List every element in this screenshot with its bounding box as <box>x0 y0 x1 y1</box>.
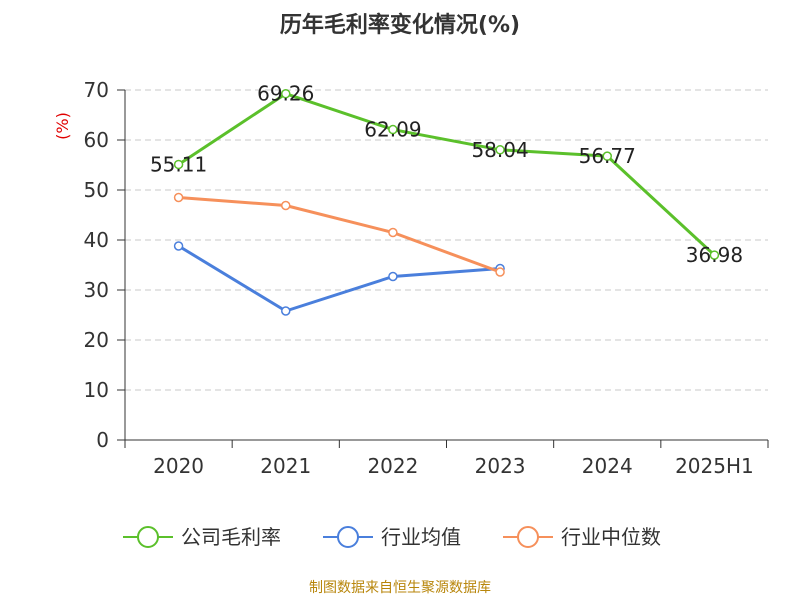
y-axis-label: (%) <box>53 112 72 140</box>
data-point <box>173 241 184 251</box>
legend: 公司毛利率 行业均值 行业中位数 <box>123 525 661 549</box>
data-label: 36.98 <box>686 243 743 267</box>
data-label: 62.09 <box>364 118 421 142</box>
legend-marker <box>137 526 159 548</box>
data-point <box>173 159 184 170</box>
y-tick-label: 40 <box>84 228 109 252</box>
data-label: 55.11 <box>150 152 207 176</box>
legend-item: 行业均值 <box>323 525 461 549</box>
data-labels: 55.11 69.26 62.09 58.04 56.77 36.98 <box>150 82 743 267</box>
x-tick-label: 2023 <box>475 454 526 478</box>
data-point <box>173 192 184 203</box>
legend-marker <box>337 526 359 548</box>
data-point <box>709 250 720 260</box>
y-tick-label: 50 <box>84 178 109 202</box>
axes: 0 10 20 30 40 50 60 70 2020 2021 2022 2023 2024 2025H… <box>84 78 769 478</box>
legend-item: 行业中位数 <box>503 525 661 549</box>
legend-marker <box>517 526 539 548</box>
legend-item: 公司毛利率 <box>123 525 281 549</box>
x-tick-label: 2024 <box>582 454 633 478</box>
x-tick-label: 2022 <box>367 454 418 478</box>
legend-label: 行业均值 <box>381 525 461 549</box>
grid-lines <box>125 89 768 391</box>
y-tick-label: 30 <box>84 278 109 302</box>
data-label: 58.04 <box>471 138 528 162</box>
source-note: 制图数据来自恒生聚源数据库 <box>309 580 491 596</box>
data-point <box>602 151 612 161</box>
data-point <box>495 145 505 155</box>
y-tick-label: 70 <box>84 78 109 102</box>
data-label: 56.77 <box>579 144 636 168</box>
data-point <box>281 88 291 99</box>
y-tick-label: 10 <box>84 378 109 402</box>
data-point <box>388 227 398 238</box>
chart-title: 历年毛利率变化情况(%) <box>280 12 520 38</box>
data-label: 69.26 <box>257 82 314 106</box>
series-line <box>177 244 501 313</box>
x-tick-label: 2021 <box>260 454 311 478</box>
data-point <box>495 267 505 277</box>
data-point <box>388 124 398 135</box>
x-tick-label: 2025H1 <box>675 454 754 478</box>
x-tick-label: 2020 <box>153 454 204 478</box>
data-point <box>281 200 291 211</box>
legend-label: 行业中位数 <box>561 525 661 549</box>
data-point <box>388 271 398 282</box>
series-line <box>178 196 501 274</box>
legend-label: 公司毛利率 <box>181 525 281 549</box>
series-lines <box>173 88 720 316</box>
y-tick-label: 60 <box>84 128 109 152</box>
y-tick-label: 20 <box>84 328 109 352</box>
series-line <box>177 92 716 257</box>
y-tick-label: 0 <box>96 428 109 452</box>
data-point <box>281 306 291 316</box>
